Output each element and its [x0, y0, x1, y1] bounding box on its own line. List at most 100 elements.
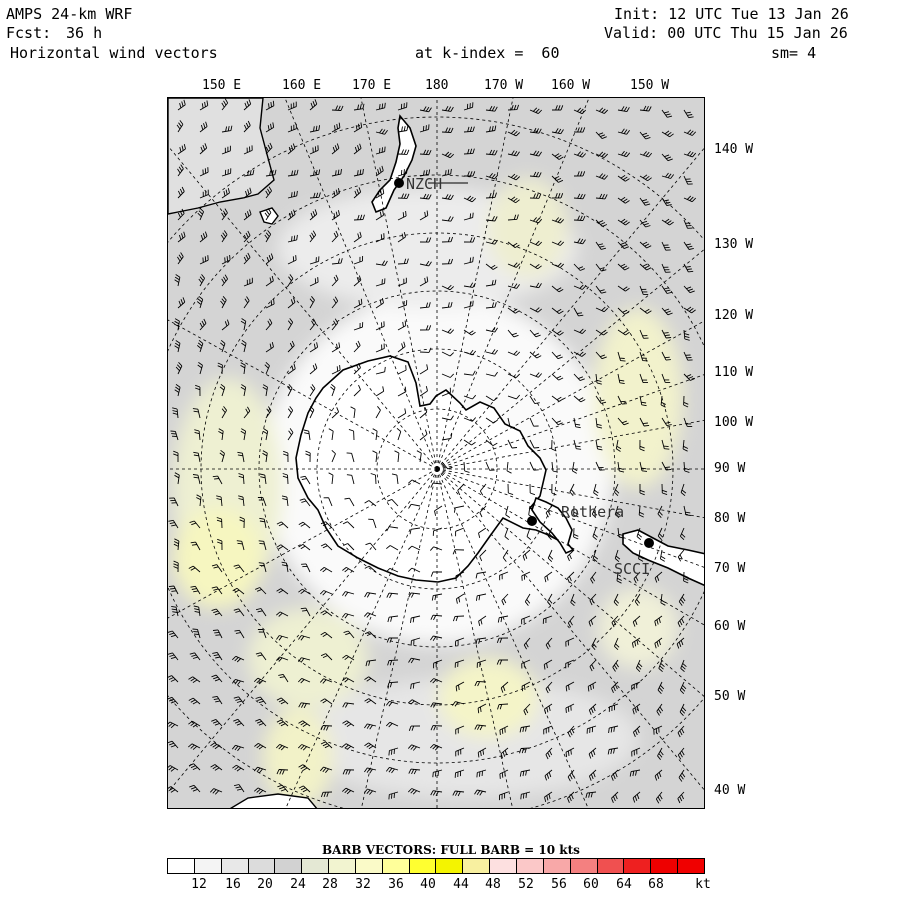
wind-barb	[258, 562, 267, 573]
wind-barb	[331, 365, 341, 375]
wind-barb	[174, 384, 181, 397]
wind-barb	[507, 329, 519, 338]
wind-barb	[265, 406, 272, 419]
wind-barb	[198, 274, 205, 287]
wind-barb	[611, 615, 619, 628]
wind-barb	[410, 637, 421, 646]
wind-barb	[375, 128, 388, 135]
wind-barb	[661, 109, 673, 118]
wind-barb	[342, 591, 355, 597]
legend-title: BARB VECTORS: FULL BARB = 10 kts	[322, 843, 580, 857]
wind-barb	[551, 483, 557, 496]
wind-barb	[253, 766, 267, 774]
wind-barb	[219, 449, 225, 463]
wind-barb	[416, 450, 422, 463]
wind-barb	[523, 637, 531, 650]
wind-barb	[680, 483, 687, 497]
wind-barb	[452, 549, 465, 555]
wind-barb	[238, 473, 245, 485]
wind-barb	[441, 387, 451, 397]
wind-barb	[463, 195, 477, 203]
wind-barb	[173, 560, 179, 573]
wind-barb	[661, 130, 674, 138]
wind-barb	[678, 769, 686, 782]
wind-barb	[240, 362, 246, 375]
wind-barb	[210, 764, 223, 771]
wind-barb	[320, 631, 333, 639]
wind-barb	[571, 461, 578, 474]
wind-barb	[309, 99, 318, 111]
wind-barb	[544, 703, 553, 715]
wind-barb	[567, 725, 575, 738]
wind-barb	[407, 744, 421, 751]
wind-barb	[394, 450, 400, 463]
wind-barb	[683, 263, 694, 273]
wind-barb	[500, 747, 509, 759]
wind-barb	[375, 146, 386, 155]
wind-barb	[353, 340, 361, 353]
wind-barb	[657, 747, 664, 760]
wind-barb	[529, 329, 541, 338]
wind-barb	[298, 720, 311, 727]
station-marker	[394, 178, 404, 188]
wind-barb	[485, 439, 498, 446]
wind-barb	[485, 279, 497, 287]
wind-barb	[507, 483, 514, 496]
wind-barb	[177, 143, 186, 155]
wind-barb	[364, 500, 377, 507]
wind-barb	[276, 719, 289, 727]
valid-time: Valid: 00 UTC Thu 15 Jan 26	[604, 24, 848, 42]
wind-barb	[169, 497, 179, 507]
wind-barb	[634, 593, 641, 606]
wind-barb	[243, 230, 251, 243]
wind-barb	[593, 483, 599, 496]
wind-barb	[305, 450, 311, 463]
wind-barb	[177, 99, 186, 111]
wind-barb	[519, 747, 531, 754]
wind-barb	[639, 439, 645, 452]
wind-barb	[430, 725, 443, 731]
wind-barb	[221, 145, 231, 155]
wind-barb	[174, 274, 181, 287]
legend-swatch	[194, 859, 222, 873]
wind-barb	[552, 105, 564, 111]
wind-barb	[217, 538, 223, 551]
wind-barb	[455, 527, 465, 537]
wind-barb	[683, 373, 696, 381]
wind-barb	[463, 148, 475, 155]
wind-barb	[353, 231, 362, 243]
wind-barb	[523, 703, 531, 716]
lon-label-top: 150 W	[630, 78, 670, 93]
wind-barb	[173, 538, 180, 551]
wind-barb	[455, 747, 465, 757]
wind-barb	[683, 329, 690, 341]
wind-barb	[211, 586, 223, 595]
wind-barb	[529, 107, 543, 115]
wind-barb	[507, 150, 520, 157]
wind-barb	[638, 549, 644, 562]
wind-barb	[257, 629, 267, 639]
wind-barb	[567, 769, 575, 782]
wind-barb	[639, 174, 652, 182]
wind-barb	[551, 307, 564, 314]
wind-barb	[507, 350, 521, 356]
wind-barb	[485, 263, 498, 270]
wind-barb	[529, 193, 542, 199]
wind-barb	[409, 527, 421, 535]
wind-barb	[683, 151, 697, 158]
wind-barb	[236, 540, 245, 551]
wind-barb	[521, 615, 531, 625]
wind-barb	[565, 681, 575, 692]
wind-barb	[474, 724, 487, 731]
wind-barb	[264, 208, 272, 221]
wind-barb	[419, 325, 432, 331]
wind-barb	[387, 659, 399, 666]
wind-barb	[455, 681, 465, 692]
wind-barb	[320, 791, 333, 798]
wind-barb	[220, 339, 226, 353]
wind-barb	[243, 99, 252, 111]
wind-barb	[544, 571, 553, 583]
wind-barb	[520, 791, 531, 800]
wind-barb	[441, 461, 453, 470]
wind-barb	[331, 143, 340, 155]
